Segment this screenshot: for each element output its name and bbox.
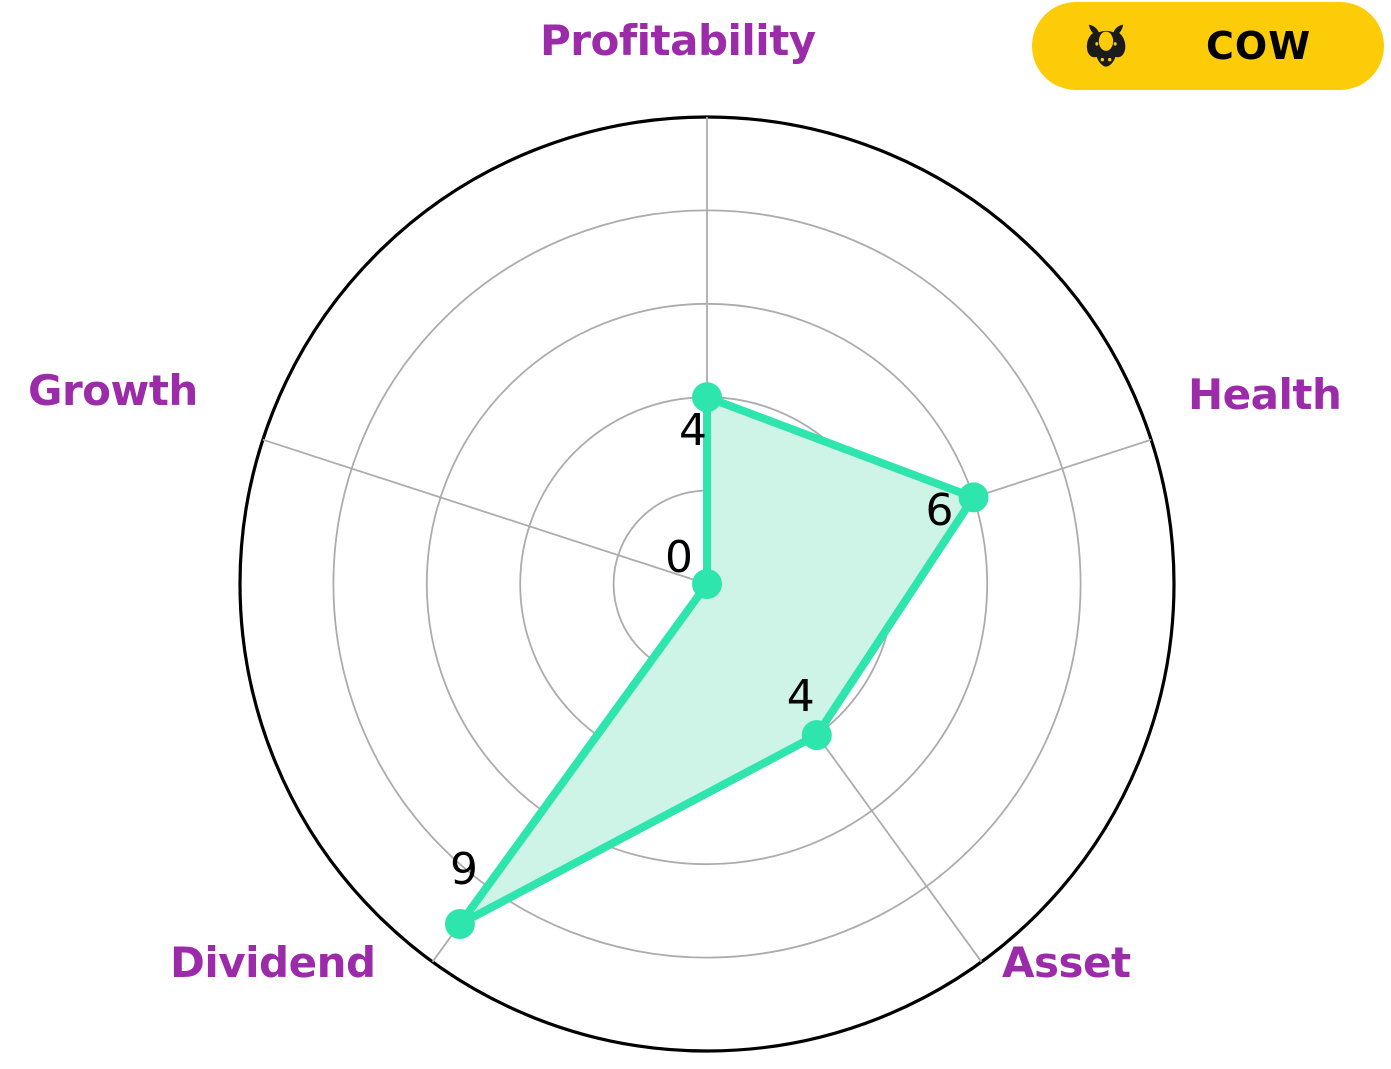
data-point-asset xyxy=(801,720,832,751)
series-outline-cow xyxy=(455,393,978,929)
value-label-dividend: 9 xyxy=(449,844,478,896)
value-label-profitability: 4 xyxy=(679,405,707,457)
value-label-asset: 4 xyxy=(786,671,815,723)
value-label-growth: 0 xyxy=(665,532,693,583)
axis-spoke-growth xyxy=(262,438,708,585)
data-point-profitability xyxy=(692,382,722,413)
series-fill-cow xyxy=(459,397,974,925)
cow-head-icon xyxy=(1086,24,1126,67)
axis-label-health: Health xyxy=(1188,370,1342,419)
data-point-growth xyxy=(692,569,722,599)
axis-label-growth: Growth xyxy=(28,366,198,415)
axis-label-dividend: Dividend xyxy=(170,938,376,987)
ticker-badge[interactable]: COW xyxy=(1032,2,1384,90)
data-point-dividend xyxy=(444,909,475,940)
ticker-badge-label: COW xyxy=(1206,24,1312,68)
axis-label-profitability: Profitability xyxy=(540,16,816,65)
data-point-health xyxy=(958,482,989,513)
value-label-health: 6 xyxy=(925,485,954,537)
axis-label-asset: Asset xyxy=(1002,938,1131,987)
